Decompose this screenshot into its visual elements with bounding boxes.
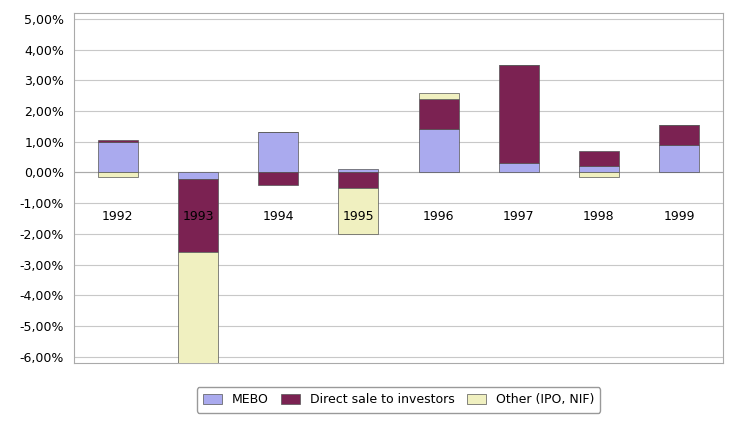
Bar xyxy=(339,188,379,234)
Bar xyxy=(499,163,539,173)
Bar xyxy=(98,140,138,142)
Text: 1992: 1992 xyxy=(102,210,134,223)
Bar xyxy=(339,169,379,173)
Bar xyxy=(258,173,298,185)
Text: 1996: 1996 xyxy=(423,210,455,223)
Bar xyxy=(659,125,699,145)
Bar xyxy=(339,173,379,188)
Bar xyxy=(499,65,539,163)
Text: 1995: 1995 xyxy=(342,210,374,223)
Bar xyxy=(579,166,619,173)
Text: 1994: 1994 xyxy=(263,210,294,223)
Bar xyxy=(579,151,619,166)
Text: 1999: 1999 xyxy=(663,210,695,223)
Bar xyxy=(418,130,458,173)
Bar xyxy=(178,173,218,179)
Legend: MEBO, Direct sale to investors, Other (IPO, NIF): MEBO, Direct sale to investors, Other (I… xyxy=(196,387,601,413)
Bar xyxy=(258,133,298,173)
Bar xyxy=(178,252,218,415)
Bar xyxy=(659,145,699,173)
Bar xyxy=(98,173,138,177)
Bar xyxy=(418,92,458,99)
Bar xyxy=(418,99,458,130)
Bar xyxy=(178,179,218,252)
Text: 1993: 1993 xyxy=(182,210,214,223)
Bar xyxy=(579,173,619,177)
Text: 1998: 1998 xyxy=(583,210,615,223)
Text: 1997: 1997 xyxy=(503,210,534,223)
Bar xyxy=(98,142,138,173)
